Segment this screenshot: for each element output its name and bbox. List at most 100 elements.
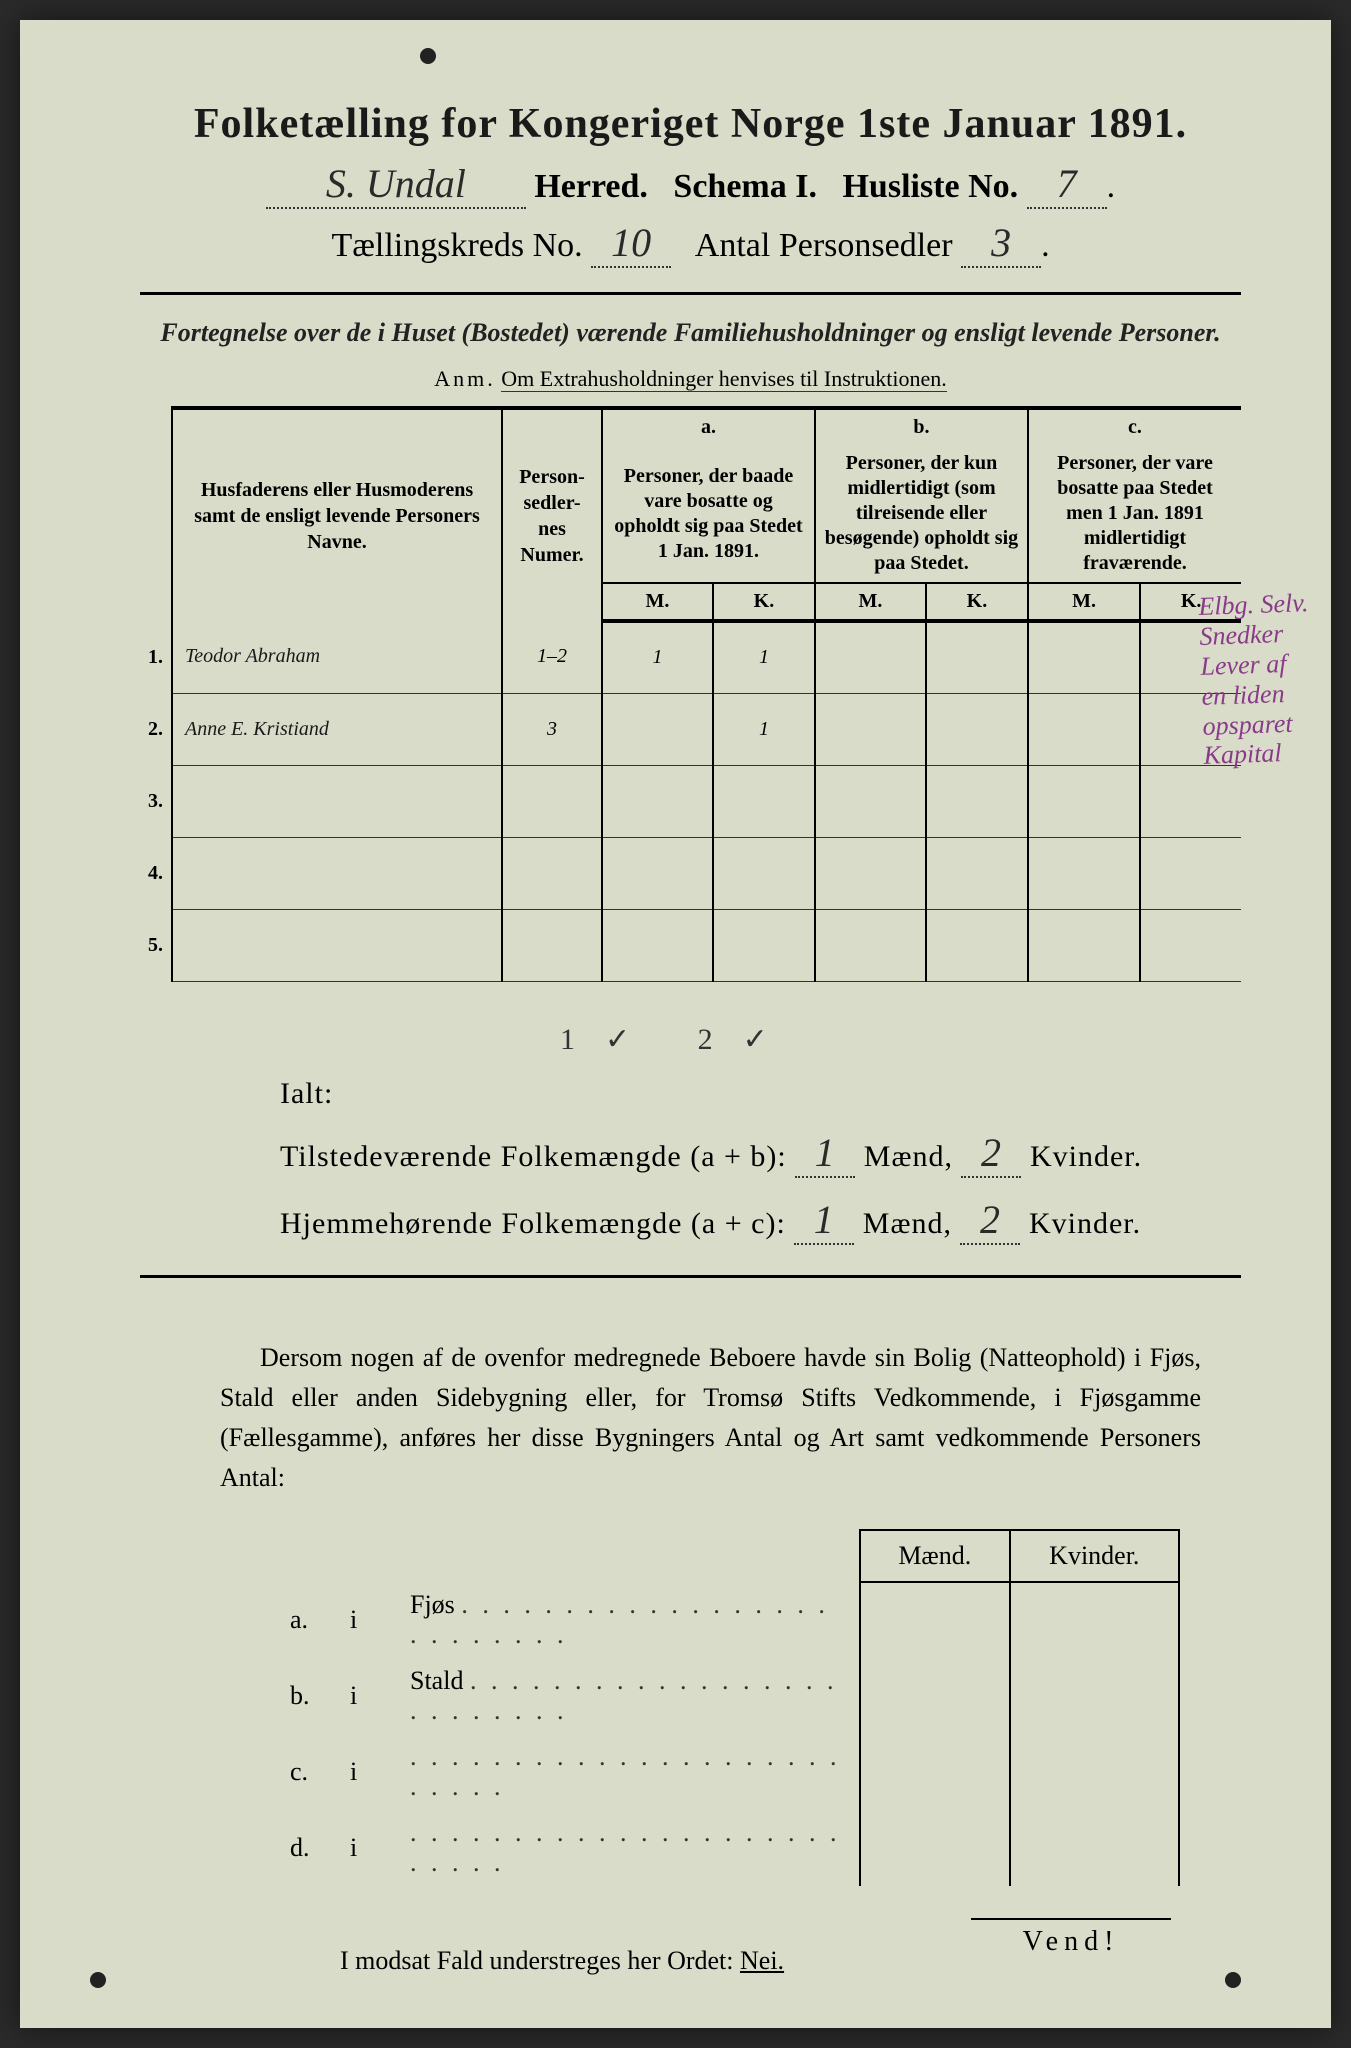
row-type: . . . . . . . . . . . . . . . . . . . . … (400, 1810, 860, 1886)
cell-a-m (602, 909, 713, 981)
cell-b-k (926, 909, 1028, 981)
col-c-label: c. (1028, 408, 1241, 445)
row-number: 5. (140, 909, 172, 981)
cell-c-m (1028, 909, 1140, 981)
cell-a-k: 1 (713, 621, 815, 693)
small-h1: Mænd. (860, 1530, 1010, 1582)
row-kvinder (1010, 1658, 1179, 1734)
col-c-text: Personer, der vare bosatte paa Stedet me… (1028, 445, 1241, 583)
table-row: 3. (140, 765, 1241, 837)
cell-a-m (602, 765, 713, 837)
totals-block: Ialt: Tilstedeværende Folkemængde (a + b… (280, 1077, 1241, 1245)
person-numer (502, 837, 602, 909)
col-name: Husfaderens eller Husmoderens samt de en… (172, 408, 502, 621)
row-i: i (340, 1734, 400, 1810)
person-numer: 3 (502, 693, 602, 765)
ialt-checkmarks: 1✓ 2✓ (560, 1022, 1241, 1057)
row-number: 3. (140, 765, 172, 837)
antal-label: Antal Personsedler (695, 227, 953, 264)
cell-a-m (602, 693, 713, 765)
header-line-2: Tællingskreds No. 10 Antal Personsedler … (140, 219, 1241, 268)
antal-value: 3 (961, 219, 1041, 268)
row-letter: a. (280, 1582, 340, 1658)
row-maend (860, 1734, 1010, 1810)
row-letter: d. (280, 1810, 340, 1886)
kreds-value: 10 (591, 219, 671, 268)
cell-c-k (1140, 765, 1241, 837)
cell-a-k: 1 (713, 693, 815, 765)
cell-b-m (815, 909, 926, 981)
husliste-value: 7 (1027, 160, 1107, 209)
cell-b-k (926, 837, 1028, 909)
row-i: i (340, 1810, 400, 1886)
kreds-label: Tællingskreds No. (331, 227, 582, 264)
outbuilding-row: b.iStald . . . . . . . . . . . . . . . .… (280, 1658, 1179, 1734)
col-c-m: M. (1028, 583, 1140, 621)
cell-b-k (926, 765, 1028, 837)
subtitle-1: Fortegnelse over de i Huset (Bostedet) v… (140, 315, 1241, 350)
cell-a-m (602, 837, 713, 909)
row-maend (860, 1810, 1010, 1886)
col-a-label: a. (602, 408, 815, 445)
row-number: 2. (140, 693, 172, 765)
cell-a-k (713, 909, 815, 981)
outbuilding-row: d.i . . . . . . . . . . . . . . . . . . … (280, 1810, 1179, 1886)
totals-2-label: Hjemmehørende Folkemængde (a + c): (280, 1207, 786, 1240)
person-numer (502, 765, 602, 837)
col-b-label: b. (815, 408, 1028, 445)
table-row: 1.Teodor Abraham1–211 (140, 621, 1241, 693)
herred-label: Herred. (534, 168, 648, 205)
cell-a-m: 1 (602, 621, 713, 693)
modsat-text: I modsat Fald understreges her Ordet: (340, 1946, 740, 1975)
husliste-label: Husliste No. (842, 168, 1018, 205)
small-h2: Kvinder. (1010, 1530, 1179, 1582)
cell-c-k (1140, 909, 1241, 981)
row-letter: c. (280, 1734, 340, 1810)
nei-word: Nei. (740, 1946, 784, 1975)
pin-icon (90, 1972, 106, 1988)
person-name: Anne E. Kristiand (172, 693, 502, 765)
col-a-text: Personer, der baade vare bosatte og opho… (602, 445, 815, 583)
totals-2-kvinder: Kvinder. (1029, 1207, 1141, 1240)
person-name: Teodor Abraham (172, 621, 502, 693)
col-a-m: M. (602, 583, 713, 621)
person-numer: 1–2 (502, 621, 602, 693)
totals-line-2: Hjemmehørende Folkemængde (a + c): 1 Mæn… (280, 1196, 1241, 1245)
totals-2-maend: Mænd, (863, 1207, 952, 1240)
person-name (172, 765, 502, 837)
cell-b-m (815, 837, 926, 909)
col-b-m: M. (815, 583, 926, 621)
outbuilding-row: a.iFjøs . . . . . . . . . . . . . . . . … (280, 1582, 1179, 1658)
totals-2-k: 2 (960, 1196, 1020, 1245)
pin-icon (420, 48, 436, 64)
margin-annotation: Elbg. Selv. Snedker Lever af en liden op… (1198, 588, 1314, 771)
table-row: 4. (140, 837, 1241, 909)
subtitle-2: Anm. Om Extrahusholdninger henvises til … (140, 366, 1241, 392)
totals-1-m: 1 (795, 1129, 855, 1178)
row-i: i (340, 1658, 400, 1734)
outbuilding-paragraph: Dersom nogen af de ovenfor medregnede Be… (220, 1338, 1201, 1499)
person-numer (502, 909, 602, 981)
divider (140, 292, 1241, 295)
herred-value: S. Undal (266, 160, 526, 209)
cell-c-m (1028, 837, 1140, 909)
outbuilding-row: c.i . . . . . . . . . . . . . . . . . . … (280, 1734, 1179, 1810)
cell-c-k (1140, 837, 1241, 909)
vend-label: Vend! (971, 1918, 1171, 1958)
totals-1-kvinder: Kvinder. (1030, 1140, 1142, 1173)
totals-1-label: Tilstedeværende Folkemængde (a + b): (280, 1140, 787, 1173)
cell-c-m (1028, 621, 1140, 693)
outbuilding-table: Mænd. Kvinder. a.iFjøs . . . . . . . . .… (280, 1529, 1180, 1886)
row-i: i (340, 1582, 400, 1658)
page-title: Folketælling for Kongeriget Norge 1ste J… (140, 100, 1241, 148)
row-kvinder (1010, 1734, 1179, 1810)
cell-b-k (926, 693, 1028, 765)
cell-b-k (926, 621, 1028, 693)
col-b-k: K. (926, 583, 1028, 621)
cell-a-k (713, 837, 815, 909)
cell-b-m (815, 765, 926, 837)
table-row: 5. (140, 909, 1241, 981)
header-line-1: S. Undal Herred. Schema I. Husliste No. … (140, 160, 1241, 209)
person-name (172, 837, 502, 909)
person-name (172, 909, 502, 981)
